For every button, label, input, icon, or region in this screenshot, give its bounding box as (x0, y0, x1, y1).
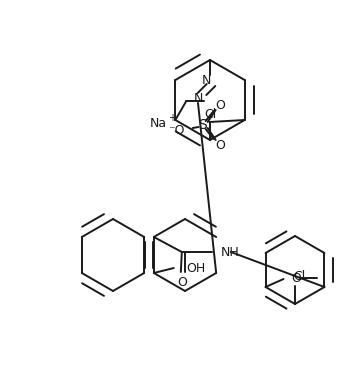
Text: ⁻O: ⁻O (168, 124, 185, 137)
Text: Cl: Cl (204, 108, 216, 121)
Text: Na: Na (150, 116, 167, 129)
Text: S: S (198, 118, 207, 132)
Text: O: O (216, 138, 226, 151)
Text: N: N (201, 73, 211, 86)
Text: OH: OH (186, 262, 205, 275)
Text: O: O (216, 98, 226, 112)
Text: +: + (168, 113, 176, 123)
Text: N: N (193, 92, 203, 105)
Text: O: O (177, 276, 187, 289)
Text: O: O (291, 272, 301, 285)
Text: NH: NH (221, 246, 240, 259)
Text: Cl: Cl (293, 270, 306, 283)
